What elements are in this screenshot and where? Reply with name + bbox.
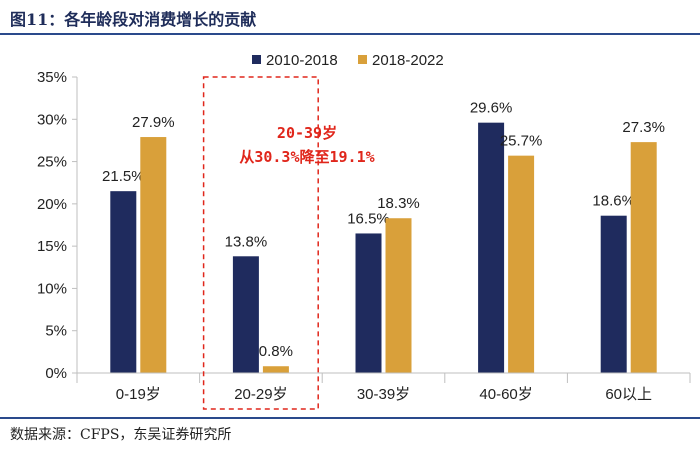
x-tick-label: 30-39岁 [357, 386, 410, 403]
y-tick-label: 25% [37, 154, 67, 171]
bar-series1 [355, 233, 382, 373]
data-label: 25.7% [500, 133, 543, 150]
x-tick-label: 0-19岁 [116, 386, 161, 403]
data-label: 13.8% [225, 233, 268, 250]
y-tick-label: 5% [45, 323, 67, 340]
bar-series2 [508, 155, 535, 373]
data-label: 18.6% [592, 193, 635, 210]
bar-series2 [262, 366, 289, 373]
bar-series2 [385, 218, 412, 373]
y-tick-label: 10% [37, 280, 67, 297]
annotation-line1: 20-39岁 [277, 124, 337, 142]
bar-series2 [140, 137, 167, 373]
bar-series1 [478, 122, 505, 373]
bar-series1 [600, 215, 627, 373]
annotation-line2: 从30.3%降至19.1% [239, 148, 374, 166]
legend-swatch [358, 55, 367, 64]
highlight-box [202, 76, 319, 410]
y-tick-label: 35% [37, 69, 67, 86]
data-label: 27.9% [132, 114, 175, 131]
legend-label: 2010-2018 [266, 52, 338, 69]
x-tick-label: 40-60岁 [479, 386, 532, 403]
bar-series1 [232, 256, 259, 373]
top-rule [0, 33, 700, 35]
legend-swatch [252, 55, 261, 64]
legend-label: 2018-2022 [372, 52, 444, 69]
bars: 21.5% 13.8% 16.5% 29.6% 18.6% 27.9% 0.8% 18.3% 2… [102, 100, 665, 373]
figure-title: 图11：各年龄段对消费增长的贡献 [10, 10, 257, 29]
x-tick-label: 20-29岁 [234, 386, 287, 403]
x-tick-label: 60以上 [605, 386, 652, 403]
y-tick-label: 0% [45, 365, 67, 382]
source-note: 数据来源：CFPS，东吴证券研究所 [10, 427, 232, 443]
data-label: 18.3% [377, 195, 420, 212]
y-tick-label: 15% [37, 238, 67, 255]
bottom-rule [0, 417, 700, 419]
bar-series1 [110, 191, 137, 373]
y-axis: 0% 5% 10% 15% 20% 25% 30% 35% [37, 69, 78, 382]
data-label: 0.8% [259, 343, 293, 360]
y-tick-label: 20% [37, 196, 67, 213]
bar-series2 [630, 142, 657, 373]
data-label: 27.3% [622, 119, 665, 136]
data-label: 16.5% [347, 210, 390, 227]
data-label: 29.6% [470, 100, 513, 117]
x-axis: 0-19岁 20-29岁 30-39岁 40-60岁 60以上 [76, 372, 691, 403]
data-label: 21.5% [102, 168, 145, 185]
y-tick-label: 30% [37, 111, 67, 128]
legend: 2010-2018 2018-2022 [252, 52, 444, 69]
